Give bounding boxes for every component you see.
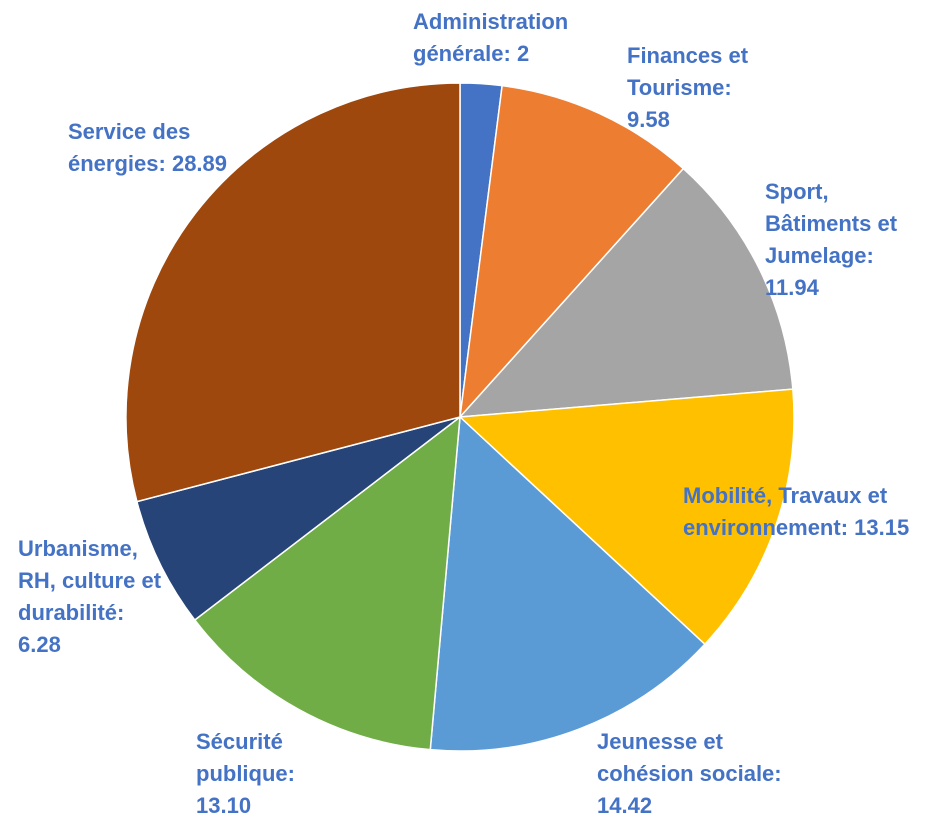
- data-label-text: Service des énergies: 28.89: [68, 116, 228, 180]
- data-label-text: Sécurité publique: 13.10: [196, 726, 326, 822]
- data-label: Jeunesse et cohésion sociale: 14.42: [597, 726, 802, 822]
- pie-slice: [458, 388, 795, 646]
- pie-slice: [125, 82, 461, 503]
- label-value: 6.28: [18, 632, 61, 657]
- label-value: 28.89: [171, 151, 228, 176]
- label-category: Sécurité publique:: [196, 729, 295, 786]
- data-label-text: Sport, Bâtiments et Jumelage: 11.94: [765, 176, 920, 304]
- label-category: Sport, Bâtiments et Jumelage:: [765, 179, 898, 268]
- label-category: Administration générale:: [413, 9, 569, 66]
- label-category: Urbanisme, RH, culture et durabilité:: [18, 536, 162, 625]
- data-label: Sport, Bâtiments et Jumelage: 11.94: [765, 176, 920, 304]
- data-label: Sécurité publique: 13.10: [196, 726, 326, 822]
- pie-slice: [429, 415, 706, 752]
- label-category: Mobilité, Travaux et environnement:: [683, 483, 888, 540]
- data-label-text: Finances et Tourisme: 9.58: [627, 40, 777, 136]
- label-category: Service des énergies:: [68, 119, 191, 176]
- data-label-text: Administration générale: 2: [413, 6, 613, 70]
- pie-slice: [193, 415, 461, 751]
- pie-slice: [458, 84, 685, 420]
- label-category: Finances et Tourisme:: [627, 43, 749, 100]
- data-label: Service des énergies: 28.89: [68, 116, 228, 180]
- label-value: 2: [516, 41, 530, 66]
- label-value: 14.42: [597, 793, 653, 818]
- label-value: 13.15: [854, 515, 910, 540]
- data-label-text: Urbanisme, RH, culture et durabilité: 6.…: [18, 533, 168, 661]
- data-label: Finances et Tourisme: 9.58: [627, 40, 777, 136]
- label-value: 13.10: [196, 793, 252, 818]
- label-category: Jeunesse et cohésion sociale:: [597, 729, 782, 786]
- data-label: Mobilité, Travaux et environnement: 13.1…: [683, 480, 918, 544]
- data-label: Urbanisme, RH, culture et durabilité: 6.…: [18, 533, 168, 661]
- label-value: 11.94: [765, 275, 819, 300]
- pie-slice: [458, 167, 794, 418]
- label-value: 9.58: [627, 107, 670, 132]
- data-label: Administration générale: 2: [413, 6, 613, 70]
- pie-slice: [135, 416, 461, 622]
- data-label-text: Jeunesse et cohésion sociale: 14.42: [597, 726, 802, 822]
- data-label-text: Mobilité, Travaux et environnement: 13.1…: [683, 480, 918, 544]
